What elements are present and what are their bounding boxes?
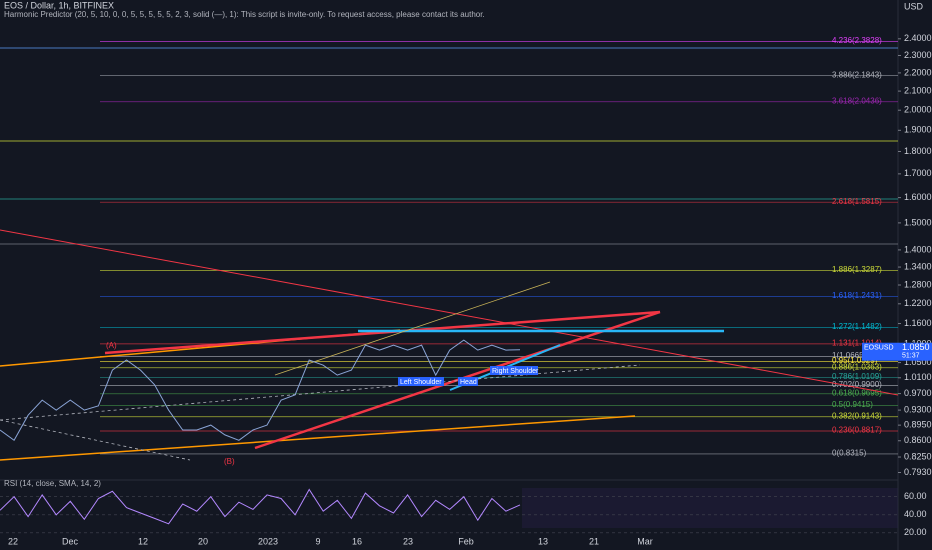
y-tick-label: 1.2200 bbox=[904, 298, 932, 308]
trendline bbox=[254, 310, 661, 450]
fib-label: 0.786(1.0109) bbox=[832, 372, 882, 381]
rsi-line bbox=[0, 488, 521, 525]
annotation: (B) bbox=[224, 457, 235, 466]
fib-label: 1.272(1.1482) bbox=[832, 322, 882, 331]
x-tick-label: 12 bbox=[138, 536, 148, 546]
indicator-title: Harmonic Predictor (20, 5, 10, 0, 0, 5, … bbox=[4, 10, 485, 19]
fib-label: 0.236(0.8817) bbox=[832, 426, 882, 435]
annotation: Left Shoulder bbox=[400, 379, 442, 386]
fib-label: 0(0.8315) bbox=[832, 449, 867, 458]
fib-label: 3.886(2.1843) bbox=[832, 70, 882, 79]
x-tick-label: 21 bbox=[589, 536, 599, 546]
fib-label: 1.131(1.1014) bbox=[832, 338, 882, 347]
x-tick-label: 2023 bbox=[258, 536, 278, 546]
fib-label: 0.702(0.9900) bbox=[832, 380, 882, 389]
fib-label: 1.618(1.2431) bbox=[832, 291, 882, 300]
x-tick-label: Dec bbox=[62, 536, 79, 546]
trendline bbox=[104, 310, 661, 355]
y-tick-label: 1.3400 bbox=[904, 261, 932, 271]
y-tick-label: 1.0100 bbox=[904, 372, 932, 382]
y-tick-label: 0.9300 bbox=[904, 404, 932, 414]
trendline bbox=[0, 229, 899, 396]
countdown: 51:37 bbox=[902, 353, 920, 360]
y-tick-label: 1.6000 bbox=[904, 192, 932, 202]
fib-label: 3.618(2.0436) bbox=[832, 96, 882, 105]
x-tick-label: Mar bbox=[637, 536, 653, 546]
annotation: (A) bbox=[106, 341, 117, 350]
rsi-band bbox=[522, 488, 898, 528]
rsi-tick-label: 20.00 bbox=[904, 527, 927, 537]
last-price: 1.0850 bbox=[902, 342, 930, 352]
y-tick-label: 0.8600 bbox=[904, 435, 932, 445]
y-tick-label: 1.4000 bbox=[904, 244, 932, 254]
x-tick-label: 16 bbox=[352, 536, 362, 546]
fib-label: 0.382(0.9143) bbox=[832, 411, 882, 420]
y-tick-label: 1.2800 bbox=[904, 279, 932, 289]
trendline bbox=[0, 419, 191, 461]
annotation: Right Shoulder bbox=[492, 368, 539, 375]
trendline bbox=[274, 281, 551, 376]
fib-label: 1(1.0665) bbox=[832, 351, 867, 360]
y-tick-label: 1.5000 bbox=[904, 217, 932, 227]
x-tick-label: 20 bbox=[198, 536, 208, 546]
y-tick-label: 0.8250 bbox=[904, 451, 932, 461]
fib-label: 0.886(1.0363) bbox=[832, 362, 882, 371]
fib-label: 4.236(2.3828) bbox=[832, 36, 882, 45]
y-tick-label: 1.7000 bbox=[904, 168, 932, 178]
fib-label: 2.618(1.5815) bbox=[832, 197, 882, 206]
x-tick-label: 22 bbox=[8, 536, 18, 546]
price-line bbox=[0, 339, 521, 442]
fib-label: 0.95(1.0529) bbox=[832, 356, 878, 365]
y-tick-label: 0.9700 bbox=[904, 388, 932, 398]
currency: USD bbox=[904, 1, 924, 11]
symbol-tag: EOSUSD bbox=[864, 345, 894, 352]
y-tick-label: 0.8950 bbox=[904, 420, 932, 430]
y-tick-label: 1.1600 bbox=[904, 318, 932, 328]
x-tick-label: 23 bbox=[403, 536, 413, 546]
extra-levels bbox=[0, 47, 898, 245]
x-tick-label: 9 bbox=[315, 536, 320, 546]
rsi-title: RSI (14, close, SMA, 14, 2) bbox=[4, 479, 101, 488]
rsi-tick-label: 60.00 bbox=[904, 491, 927, 501]
price-pane bbox=[0, 339, 521, 442]
annotation: Head bbox=[460, 379, 477, 386]
fib-label: 0.618(0.9695) bbox=[832, 388, 882, 397]
x-tick-label: Feb bbox=[458, 536, 474, 546]
rsi-tick-label: 40.00 bbox=[904, 509, 927, 519]
fib-label: 1.886(1.3287) bbox=[832, 265, 882, 274]
last-price-tag bbox=[862, 342, 932, 361]
y-tick-label: 2.1000 bbox=[904, 85, 932, 95]
y-tick-label: 0.7930 bbox=[904, 467, 932, 477]
y-tick-label: 2.2000 bbox=[904, 67, 932, 77]
y-tick-label: 2.4000 bbox=[904, 33, 932, 43]
pattern-tag bbox=[458, 377, 478, 386]
y-tick-label: 1.0500 bbox=[904, 357, 932, 367]
y-tick-label: 2.3000 bbox=[904, 50, 932, 60]
y-tick-label: 1.9000 bbox=[904, 125, 932, 135]
x-tick-label: 13 bbox=[538, 536, 548, 546]
symbol-title: EOS / Dollar, 1h, BITFINEX bbox=[4, 0, 114, 10]
y-tick-label: 1.8000 bbox=[904, 146, 932, 156]
rsi-pane bbox=[0, 480, 898, 550]
pattern-tag bbox=[398, 377, 444, 386]
pattern-tag bbox=[490, 366, 538, 375]
trendline bbox=[0, 415, 636, 461]
fib-label: 0.5(0.9415) bbox=[832, 400, 873, 409]
y-tick-label: 2.0000 bbox=[904, 105, 932, 115]
